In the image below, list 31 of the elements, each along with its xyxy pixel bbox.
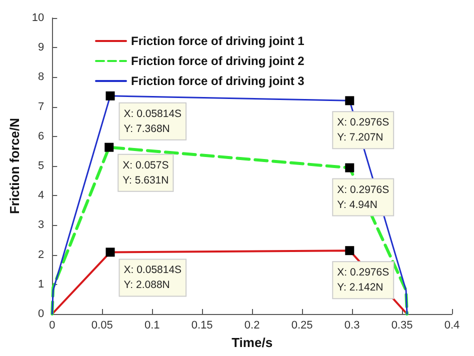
x-tick-label: 0 [49, 320, 56, 332]
annotation: X: 0.057S Y: 5.631N [122, 159, 169, 186]
x-tick-label: 0.3 [344, 320, 360, 332]
y-tick-label: 4 [38, 190, 44, 202]
x-tick-label: 0.35 [391, 320, 413, 332]
y-tick-label: 0 [38, 308, 44, 320]
annotation: X: 0.05814S Y: 2.088N [124, 264, 182, 292]
y-tick-label: 8 [38, 71, 44, 84]
x-tick-label: 0.1 [144, 320, 160, 332]
y-tick-label: 10 [32, 12, 44, 24]
x-tick-label: 0.25 [291, 320, 313, 332]
y-tick-label: 2 [38, 248, 44, 261]
legend-label: Friction force of driving joint 2 [131, 54, 305, 68]
x-axis-title: Time/s [232, 334, 273, 350]
annotation: X: 0.2976S Y: 7.207N [337, 116, 390, 144]
y-tick-label: 9 [38, 42, 44, 54]
y-tick-label: 6 [38, 130, 44, 142]
y-tick-label: 1 [38, 278, 44, 290]
y-tick-label: 3 [38, 219, 44, 232]
legend-label: Friction force of driving joint 1 [131, 34, 305, 48]
x-tick-label: 0.2 [244, 320, 260, 332]
annotation: X: 0.05814S Y: 7.368N [124, 108, 182, 135]
annotation: X: 0.2976S Y: 4.94N [337, 184, 390, 211]
y-tick-label: 5 [38, 160, 44, 172]
x-tick-label: 0.05 [91, 320, 113, 332]
legend-label: Friction force of driving joint 3 [131, 74, 305, 88]
annotation: X: 0.2976S Y: 2.142N [337, 266, 390, 294]
x-tick-label: 0.15 [191, 320, 213, 332]
y-axis-title: Friction force/N [7, 118, 22, 214]
x-tick-label: 0.4 [444, 320, 460, 332]
y-tick-label: 7 [38, 100, 44, 113]
